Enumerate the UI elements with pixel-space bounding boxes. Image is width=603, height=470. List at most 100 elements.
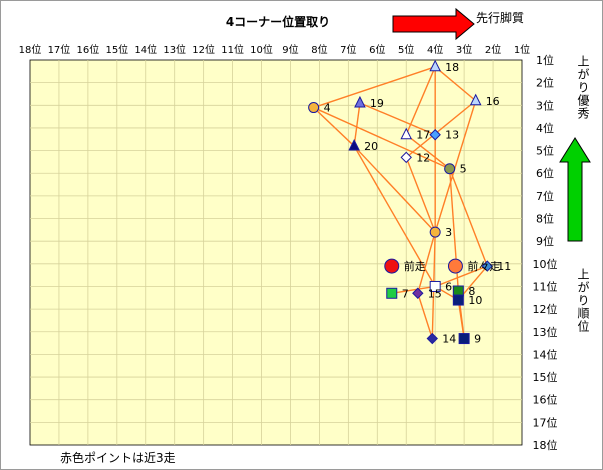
connection-line bbox=[353, 145, 436, 233]
label-horse-10: 10 bbox=[468, 294, 482, 307]
connection-line bbox=[457, 299, 465, 339]
connection-line bbox=[405, 100, 477, 158]
marker-horse-15 bbox=[412, 287, 424, 299]
y-tick-label: 1位 bbox=[536, 53, 554, 67]
y-tick-label: 13位 bbox=[533, 325, 558, 339]
marker-horse-18 bbox=[429, 59, 441, 72]
label-horse-19: 19 bbox=[370, 97, 384, 110]
previous-run-label-0: 前走 bbox=[404, 259, 426, 273]
connection-line bbox=[434, 265, 488, 288]
previous-run-marker-1 bbox=[447, 258, 463, 274]
marker-horse-17 bbox=[400, 127, 413, 140]
y-tick-label: 15位 bbox=[533, 370, 558, 384]
x-tick-label: 3位 bbox=[456, 43, 472, 56]
label-horse-9: 9 bbox=[474, 333, 481, 346]
front-runner-arrow-icon bbox=[392, 7, 475, 41]
label-horse-12: 12 bbox=[416, 151, 430, 164]
x-tick-label: 12位 bbox=[192, 43, 215, 56]
x-tick-label: 7位 bbox=[340, 43, 356, 56]
y-tick-label: 18位 bbox=[533, 438, 558, 452]
horse-markers: 18 16 19 4 17 13 20 12 5 3 11 6 8 7 15 10 14 9 前走 前々走 bbox=[308, 59, 511, 346]
y-tick-label: 2位 bbox=[536, 76, 554, 90]
label-horse-20: 20 bbox=[364, 140, 378, 153]
front-runner-label: 先行脚質 bbox=[476, 10, 524, 25]
marker-horse-6 bbox=[429, 280, 441, 292]
chart-title: 4コーナー位置取り bbox=[226, 14, 330, 29]
marker-horse-7 bbox=[386, 287, 398, 299]
closing-speed-good-label: 上がり優秀 bbox=[576, 55, 590, 120]
label-horse-6: 6 bbox=[445, 280, 452, 293]
connection-line bbox=[313, 66, 436, 109]
x-tick-label: 16位 bbox=[77, 43, 100, 56]
grid bbox=[30, 60, 522, 445]
marker-horse-9 bbox=[458, 333, 470, 345]
label-horse-13: 13 bbox=[445, 129, 459, 142]
label-horse-14: 14 bbox=[442, 333, 456, 346]
marker-horse-13 bbox=[429, 129, 441, 141]
x-tick-label: 18位 bbox=[19, 43, 42, 56]
closing-speed-arrow-icon bbox=[559, 137, 591, 242]
connection-line bbox=[405, 157, 436, 233]
connection-line bbox=[434, 66, 477, 102]
marker-horse-20 bbox=[348, 138, 360, 151]
y-tick-label: 8位 bbox=[536, 212, 554, 226]
marker-horse-16 bbox=[469, 93, 482, 106]
y-tick-label: 17位 bbox=[533, 415, 558, 429]
label-horse-15: 15 bbox=[428, 287, 442, 300]
connection-line bbox=[353, 102, 361, 147]
marker-horse-14 bbox=[426, 332, 438, 345]
connection-line bbox=[353, 145, 436, 287]
plot-area bbox=[29, 59, 523, 446]
x-tick-label: 17位 bbox=[48, 43, 71, 56]
x-tick-label: 6位 bbox=[369, 43, 385, 56]
x-tick-label: 13位 bbox=[163, 43, 186, 56]
x-tick-label: 2位 bbox=[485, 43, 501, 56]
y-tick-label: 12位 bbox=[533, 302, 558, 316]
connection-line bbox=[405, 66, 436, 136]
x-tick-label: 4位 bbox=[427, 43, 443, 56]
label-horse-8: 8 bbox=[468, 285, 475, 298]
x-tick-label: 14位 bbox=[134, 43, 157, 56]
connection-line bbox=[313, 107, 355, 147]
connection-line bbox=[359, 102, 436, 136]
x-axis-ticks: 18位 17位 16位 15位 14位 13位 12位 11位 10位 9位 8位 7位 6位 5位 4位 3… bbox=[19, 43, 531, 56]
connection-lines bbox=[313, 66, 488, 339]
marker-horse-19 bbox=[354, 95, 366, 108]
x-tick-label: 1位 bbox=[514, 43, 530, 56]
label-horse-16: 16 bbox=[486, 95, 500, 108]
connection-line bbox=[405, 134, 451, 170]
connection-line bbox=[448, 168, 488, 267]
y-axis-ticks: 1位 2位 3位 4位 5位 6位 7位 8位 9位 10位 11位 12位 13位 14位 15位 16位 1… bbox=[533, 53, 558, 452]
connection-line bbox=[391, 285, 436, 294]
label-horse-17: 17 bbox=[416, 129, 430, 142]
label-horse-5: 5 bbox=[460, 163, 467, 176]
marker-horse-3 bbox=[429, 226, 441, 238]
label-horse-4: 4 bbox=[324, 102, 331, 115]
marker-horse-4 bbox=[308, 102, 320, 114]
x-tick-label: 8位 bbox=[311, 43, 327, 56]
label-horse-7: 7 bbox=[402, 287, 409, 300]
x-tick-label: 10位 bbox=[250, 43, 273, 56]
y-tick-label: 7位 bbox=[536, 189, 554, 203]
y-tick-label: 16位 bbox=[533, 393, 558, 407]
connection-line bbox=[417, 293, 433, 339]
x-tick-label: 9位 bbox=[282, 43, 298, 56]
marker-horse-11 bbox=[481, 260, 493, 272]
previous-run-label-1: 前々走 bbox=[467, 259, 500, 273]
y-tick-label: 10位 bbox=[533, 257, 558, 271]
connection-line bbox=[313, 106, 450, 170]
y-tick-label: 11位 bbox=[533, 279, 558, 293]
marker-horse-8 bbox=[452, 285, 464, 297]
label-horse-3: 3 bbox=[445, 226, 452, 239]
connection-line bbox=[417, 231, 436, 294]
previous-run-marker-0 bbox=[384, 258, 400, 274]
y-tick-label: 4位 bbox=[536, 121, 554, 135]
y-tick-label: 5位 bbox=[536, 144, 554, 158]
y-tick-label: 3位 bbox=[536, 98, 554, 112]
y-tick-label: 6位 bbox=[536, 166, 554, 180]
marker-horse-10 bbox=[452, 294, 464, 306]
y-tick-label: 14位 bbox=[533, 347, 558, 361]
x-tick-label: 5位 bbox=[398, 43, 414, 56]
marker-horse-5 bbox=[444, 163, 456, 175]
